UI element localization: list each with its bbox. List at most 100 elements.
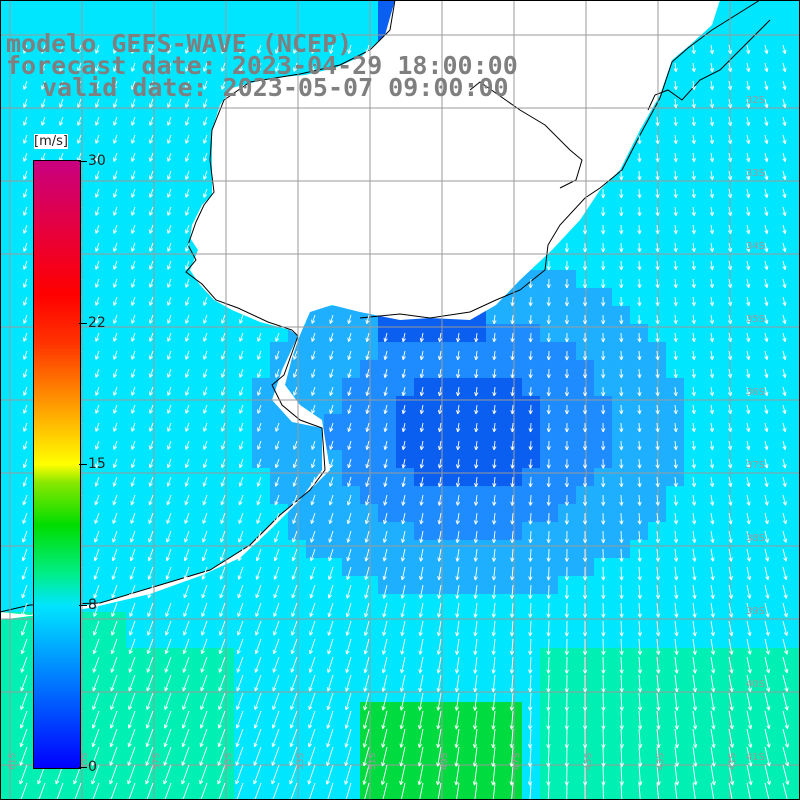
speed-cell	[792, 450, 800, 468]
speed-cell	[774, 792, 792, 800]
speed-cell	[792, 288, 800, 306]
speed-cell	[0, 90, 18, 108]
speed-cell	[0, 774, 18, 792]
speed-cell	[36, 0, 54, 18]
speed-cell	[0, 630, 18, 648]
speed-cell	[792, 504, 800, 522]
longitude-label: 61S	[8, 753, 18, 770]
speed-cell	[216, 792, 234, 800]
speed-cell	[108, 18, 126, 36]
speed-cell	[126, 792, 144, 800]
speed-cell	[0, 720, 18, 738]
speed-cell	[252, 0, 270, 18]
speed-cell	[0, 180, 18, 198]
speed-cell	[792, 306, 800, 324]
speed-cell	[792, 144, 800, 162]
speed-cell	[648, 792, 666, 800]
speed-cell	[792, 72, 800, 90]
speed-cell	[468, 792, 486, 800]
speed-cell	[54, 18, 72, 36]
speed-cell	[612, 792, 630, 800]
speed-cell	[144, 0, 162, 18]
valid-date: valid date: 2023-05-07 09:00:00	[42, 73, 509, 102]
speed-cell	[738, 0, 756, 18]
speed-cell	[36, 792, 54, 800]
speed-cell	[792, 468, 800, 486]
colorbar-tick-label: 15	[88, 456, 106, 472]
speed-cell	[792, 18, 800, 36]
speed-cell	[0, 684, 18, 702]
speed-cell	[0, 288, 18, 306]
speed-cell	[0, 792, 18, 800]
speed-cell	[306, 18, 324, 36]
speed-cell	[0, 324, 18, 342]
speed-cell	[90, 0, 108, 18]
speed-cell	[18, 792, 36, 800]
speed-cell	[0, 648, 18, 666]
speed-cell	[306, 792, 324, 800]
speed-cell	[0, 252, 18, 270]
speed-cell	[792, 432, 800, 450]
speed-cell	[180, 18, 198, 36]
speed-cell	[288, 792, 306, 800]
colorbar-tick-label: 22	[88, 314, 106, 331]
speed-cell	[0, 216, 18, 234]
speed-cell	[792, 540, 800, 558]
speed-cell	[792, 396, 800, 414]
speed-cell	[270, 18, 288, 36]
longitude-label: 47S	[512, 753, 522, 770]
speed-cell	[792, 666, 800, 684]
speed-cell	[324, 0, 342, 18]
speed-cell	[756, 792, 774, 800]
speed-cell	[0, 54, 18, 72]
speed-cell	[792, 324, 800, 342]
speed-cell	[126, 0, 144, 18]
speed-cell	[0, 162, 18, 180]
speed-cell	[792, 126, 800, 144]
speed-cell	[756, 18, 774, 36]
speed-cell	[18, 18, 36, 36]
speed-cell	[792, 558, 800, 576]
speed-cell	[0, 450, 18, 468]
speed-cell	[162, 18, 180, 36]
speed-cell	[180, 0, 198, 18]
speed-cell	[360, 0, 378, 18]
speed-cell	[0, 558, 18, 576]
longitude-label: 41S	[728, 753, 738, 770]
speed-cell	[216, 18, 234, 36]
colorbar	[33, 160, 81, 769]
speed-cell	[720, 792, 738, 800]
speed-cell	[792, 702, 800, 720]
speed-cell	[792, 342, 800, 360]
speed-cell	[144, 18, 162, 36]
speed-cell	[162, 792, 180, 800]
speed-cell	[252, 18, 270, 36]
speed-cell	[792, 576, 800, 594]
speed-cell	[0, 594, 18, 612]
speed-cell	[324, 792, 342, 800]
speed-cell	[0, 396, 18, 414]
speed-cell	[792, 54, 800, 72]
latitude-label: 33S	[746, 168, 765, 179]
speed-cell	[792, 0, 800, 18]
longitude-label: 43S	[656, 753, 666, 770]
speed-cell	[792, 486, 800, 504]
speed-cell	[504, 792, 522, 800]
speed-cell	[792, 594, 800, 612]
speed-cell	[198, 18, 216, 36]
speed-cell	[36, 18, 54, 36]
speed-cell	[342, 0, 360, 18]
speed-cell	[288, 0, 306, 18]
speed-cell	[720, 0, 738, 18]
speed-cell	[792, 162, 800, 180]
speed-cell	[0, 18, 18, 36]
speed-cell	[306, 0, 324, 18]
colorbar-tick-label: 8	[88, 597, 97, 614]
speed-cell	[108, 0, 126, 18]
latitude-label: 34S	[746, 241, 765, 252]
speed-cell	[738, 792, 756, 800]
speed-cell	[0, 234, 18, 252]
speed-cell	[0, 522, 18, 540]
longitude-label: 53S	[296, 753, 306, 770]
speed-cell	[486, 792, 504, 800]
